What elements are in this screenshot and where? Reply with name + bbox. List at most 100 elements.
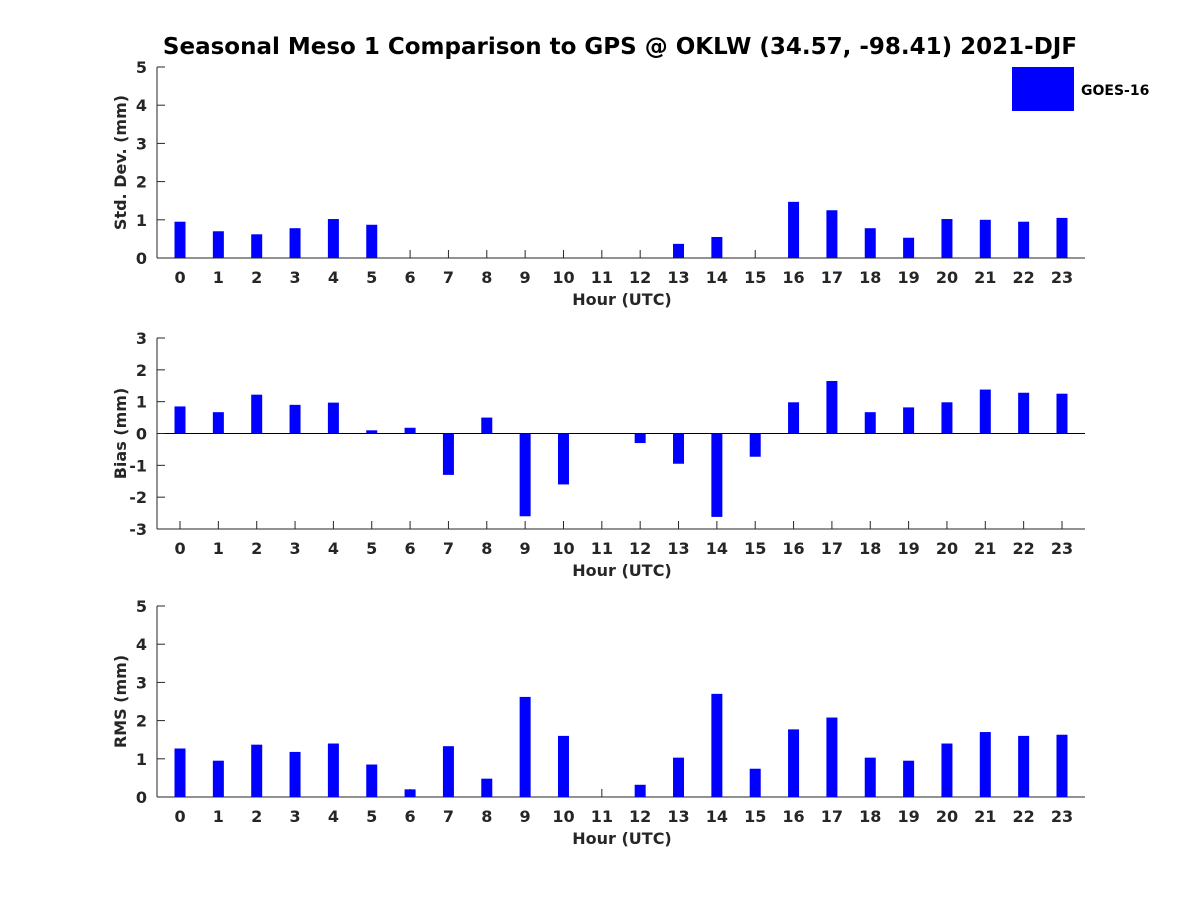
bias-y-tick-label: -3: [129, 520, 147, 539]
legend-swatch: [1012, 67, 1074, 111]
std-dev-bar: [1018, 221, 1030, 258]
rms-bar: [442, 746, 454, 797]
bias-y-tick-label: 2: [136, 361, 147, 380]
bias-bar: [941, 402, 953, 434]
std-dev-y-tick-label: 2: [136, 173, 147, 192]
std-dev-y-tick-label: 5: [136, 58, 147, 77]
bias-bar: [1056, 393, 1068, 434]
bias-x-tick-label: 14: [706, 539, 728, 558]
rms-x-tick-label: 21: [974, 807, 996, 826]
rms-x-tick-label: 15: [744, 807, 766, 826]
bias-y-tick-label: 0: [136, 425, 147, 444]
bias-x-tick-label: 0: [174, 539, 185, 558]
rms-bar: [557, 735, 569, 797]
rms-bar: [251, 744, 263, 797]
std-dev-y-tick-label: 0: [136, 249, 147, 268]
rms-x-tick-label: 3: [289, 807, 300, 826]
std-dev-x-tick-label: 23: [1051, 268, 1073, 287]
std-dev-x-tick-label: 9: [520, 268, 531, 287]
bias-x-tick-label: 15: [744, 539, 766, 558]
bias-x-tick-label: 17: [821, 539, 843, 558]
bias-bar: [903, 407, 915, 434]
bias-x-tick-label: 16: [782, 539, 804, 558]
rms-y-tick-label: 4: [136, 635, 147, 654]
rms-y-tick-label: 3: [136, 673, 147, 692]
rms-x-tick-label: 4: [328, 807, 339, 826]
bias-bar: [327, 402, 339, 434]
rms-bar: [212, 760, 224, 797]
bias-x-tick-label: 19: [897, 539, 919, 558]
bias-y-tick-label: -2: [129, 488, 147, 507]
rms-bar: [979, 732, 991, 797]
std-dev-x-tick-label: 17: [821, 268, 843, 287]
rms-bar: [864, 757, 876, 797]
rms-bar: [673, 757, 685, 797]
rms-bar: [1056, 734, 1068, 797]
bias-x-tick-label: 1: [213, 539, 224, 558]
bias-x-tick-label: 9: [520, 539, 531, 558]
std-dev-x-tick-label: 11: [591, 268, 613, 287]
std-dev-x-tick-label: 10: [552, 268, 574, 287]
bias-bar: [366, 430, 378, 434]
rms-x-label: Hour (UTC): [572, 829, 672, 848]
std-dev-x-tick-label: 4: [328, 268, 339, 287]
rms-x-tick-label: 7: [443, 807, 454, 826]
rms-x-tick-label: 22: [1013, 807, 1035, 826]
std-dev-bar: [212, 231, 224, 258]
bias-x-tick-label: 18: [859, 539, 881, 558]
bias-y-tick-label: -1: [129, 456, 147, 475]
bias-x-tick-label: 3: [289, 539, 300, 558]
bias-bar: [788, 402, 800, 434]
std-dev-x-tick-label: 22: [1013, 268, 1035, 287]
bias-x-tick-label: 20: [936, 539, 958, 558]
std-dev-x-tick-label: 1: [213, 268, 224, 287]
rms-bar: [711, 693, 723, 797]
rms-x-tick-label: 10: [552, 807, 574, 826]
bias-x-tick-label: 10: [552, 539, 574, 558]
bias-y-tick-label: 3: [136, 329, 147, 348]
rms-x-tick-label: 5: [366, 807, 377, 826]
rms-y-label: RMS (mm): [111, 655, 130, 748]
rms-x-tick-label: 2: [251, 807, 262, 826]
std-dev-bar: [1056, 217, 1068, 258]
std-dev-bar: [289, 228, 301, 258]
bias-bar: [1018, 392, 1030, 434]
std-dev-x-tick-label: 19: [897, 268, 919, 287]
bias-x-tick-label: 23: [1051, 539, 1073, 558]
rms-x-tick-label: 8: [481, 807, 492, 826]
rms-x-tick-label: 1: [213, 807, 224, 826]
rms-bar: [1018, 735, 1030, 797]
rms-x-tick-label: 6: [405, 807, 416, 826]
std-dev-y-tick-label: 3: [136, 134, 147, 153]
bias-x-tick-label: 21: [974, 539, 996, 558]
rms-x-tick-label: 9: [520, 807, 531, 826]
rms-x-tick-label: 12: [629, 807, 651, 826]
std-dev-y-tick-label: 4: [136, 96, 147, 115]
std-dev-bar: [941, 219, 953, 258]
std-dev-x-tick-label: 12: [629, 268, 651, 287]
rms-bar: [941, 743, 953, 797]
std-dev-bar: [788, 201, 800, 258]
bias-y-label: Bias (mm): [111, 388, 130, 480]
rms-bar: [788, 729, 800, 797]
bias-x-tick-label: 5: [366, 539, 377, 558]
std-dev-x-tick-label: 20: [936, 268, 958, 287]
std-dev-bar: [711, 236, 723, 258]
rms-x-tick-label: 18: [859, 807, 881, 826]
std-dev-bar: [174, 221, 186, 258]
std-dev-y-tick-label: 1: [136, 211, 147, 230]
bias-x-label: Hour (UTC): [572, 561, 672, 580]
rms-x-tick-label: 0: [174, 807, 185, 826]
rms-x-tick-label: 19: [897, 807, 919, 826]
bias-bar: [749, 433, 761, 457]
std-dev-x-tick-label: 14: [706, 268, 728, 287]
rms-x-tick-label: 14: [706, 807, 728, 826]
rms-y-tick-label: 2: [136, 712, 147, 731]
chart-title: Seasonal Meso 1 Comparison to GPS @ OKLW…: [163, 34, 1077, 60]
std-dev-bar: [673, 243, 685, 258]
rms-bar: [174, 748, 186, 797]
rms-y-tick-label: 1: [136, 750, 147, 769]
